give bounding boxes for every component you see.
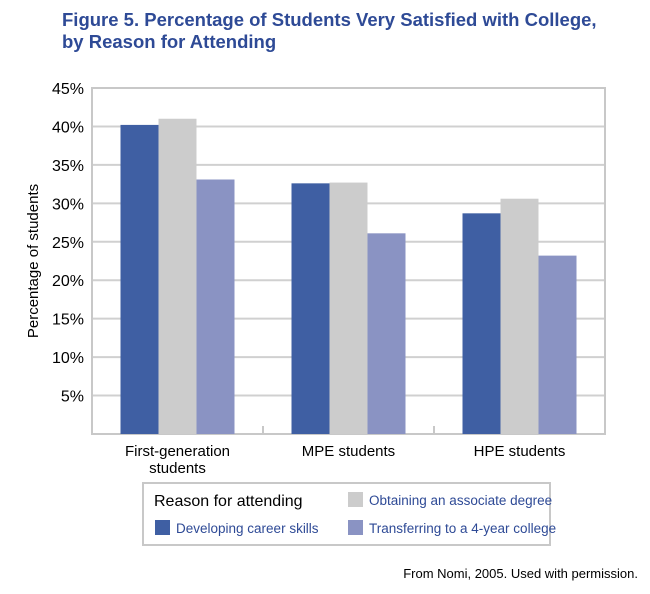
legend-label: Developing career skills xyxy=(176,521,319,536)
y-tick-label: 45% xyxy=(52,81,84,98)
y-tick-label: 20% xyxy=(52,273,84,290)
legend-box xyxy=(142,482,551,546)
bar xyxy=(538,255,577,434)
title-line-2: by Reason for Attending xyxy=(62,31,277,52)
legend-title: Reason for attending xyxy=(154,493,303,510)
x-tick-label: First-generation xyxy=(125,443,230,460)
legend-label: Obtaining an associate degree xyxy=(369,493,552,508)
y-tick-label: 5% xyxy=(61,389,84,406)
y-tick-label: 30% xyxy=(52,196,84,213)
y-tick-label: 10% xyxy=(52,350,84,367)
x-tick-label: MPE students xyxy=(302,443,395,460)
legend-swatch xyxy=(155,520,170,535)
bar xyxy=(158,118,197,434)
x-tick-label: students xyxy=(149,460,206,477)
legend-swatch xyxy=(348,520,363,535)
y-tick-label: 25% xyxy=(52,235,84,252)
bar xyxy=(120,124,159,434)
credit-line: From Nomi, 2005. Used with permission. xyxy=(403,566,638,581)
legend-swatch xyxy=(348,492,363,507)
legend-label: Transferring to a 4-year college xyxy=(369,521,556,536)
x-tick-label: HPE students xyxy=(474,443,566,460)
y-tick-label: 15% xyxy=(52,312,84,329)
bar xyxy=(196,179,235,434)
bar xyxy=(462,213,501,434)
y-axis-label: Percentage of students xyxy=(25,184,42,338)
y-tick-label: 35% xyxy=(52,158,84,175)
bar xyxy=(329,182,368,434)
title-line-1: Figure 5. Percentage of Students Very Sa… xyxy=(62,9,597,30)
y-tick-label: 40% xyxy=(52,119,84,136)
bar xyxy=(291,183,330,434)
chart-title: Figure 5. Percentage of Students Very Sa… xyxy=(62,9,642,53)
bar xyxy=(500,198,539,434)
bar xyxy=(367,233,406,434)
